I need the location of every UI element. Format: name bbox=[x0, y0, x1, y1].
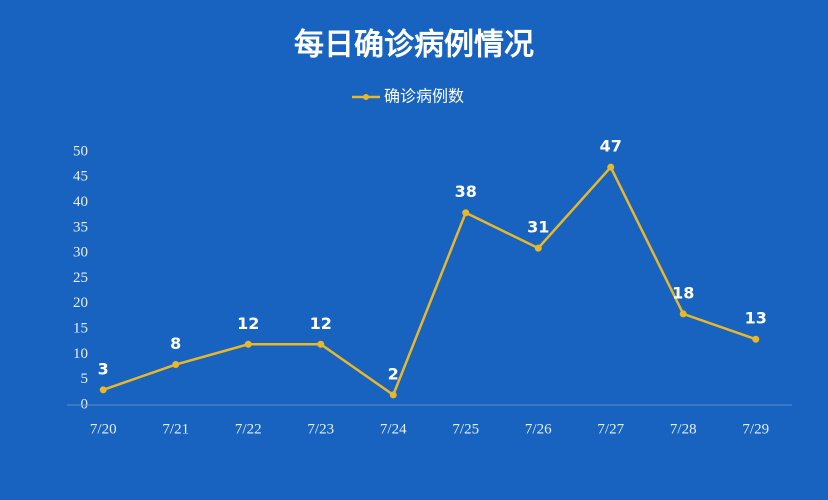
point bbox=[607, 163, 615, 171]
x-tick-label: 7/26 bbox=[525, 421, 552, 437]
data-label: 3 bbox=[98, 359, 109, 378]
point bbox=[752, 335, 760, 343]
point bbox=[389, 391, 397, 399]
x-tick-label: 7/27 bbox=[597, 421, 624, 437]
x-tick-label: 7/28 bbox=[670, 421, 697, 437]
y-tick-label: 50 bbox=[73, 143, 88, 159]
point bbox=[534, 244, 542, 252]
y-tick-label: 40 bbox=[73, 194, 88, 210]
chart-title: 每日确诊病例情况 bbox=[294, 28, 534, 63]
point bbox=[462, 209, 470, 217]
point bbox=[99, 386, 107, 394]
data-label: 31 bbox=[527, 218, 549, 237]
point bbox=[679, 310, 687, 318]
y-tick-label: 0 bbox=[81, 396, 89, 412]
data-label: 8 bbox=[170, 334, 181, 353]
point bbox=[317, 340, 325, 348]
point bbox=[244, 340, 252, 348]
x-tick-label: 7/24 bbox=[380, 421, 407, 437]
y-tick-label: 20 bbox=[73, 295, 88, 311]
y-tick-label: 10 bbox=[73, 346, 88, 362]
data-label: 12 bbox=[310, 314, 332, 333]
legend-label: 确诊病例数 bbox=[384, 87, 464, 106]
legend-marker bbox=[363, 94, 369, 100]
x-tick-label: 7/29 bbox=[742, 421, 769, 437]
y-tick-label: 15 bbox=[73, 321, 88, 337]
line bbox=[102, 164, 757, 397]
x-tick-label: 7/22 bbox=[235, 421, 262, 437]
x-tick-label: 7/21 bbox=[162, 421, 189, 437]
data-label: 2 bbox=[388, 364, 399, 383]
y-tick-label: 5 bbox=[81, 371, 89, 387]
y-tick-label: 30 bbox=[73, 245, 88, 261]
x-tick-label: 7/20 bbox=[90, 421, 117, 437]
x-tick-label: 7/25 bbox=[452, 421, 479, 437]
data-label: 38 bbox=[455, 182, 477, 201]
y-tick-label: 35 bbox=[73, 219, 88, 235]
y-tick-label: 25 bbox=[73, 270, 88, 286]
data-label: 13 bbox=[745, 309, 767, 328]
data-label: 18 bbox=[672, 283, 694, 302]
x-tick-label: 7/23 bbox=[307, 421, 334, 437]
y-tick-label: 45 bbox=[73, 169, 88, 185]
point bbox=[172, 361, 180, 369]
data-label: 47 bbox=[600, 137, 622, 156]
data-label: 12 bbox=[237, 314, 259, 333]
